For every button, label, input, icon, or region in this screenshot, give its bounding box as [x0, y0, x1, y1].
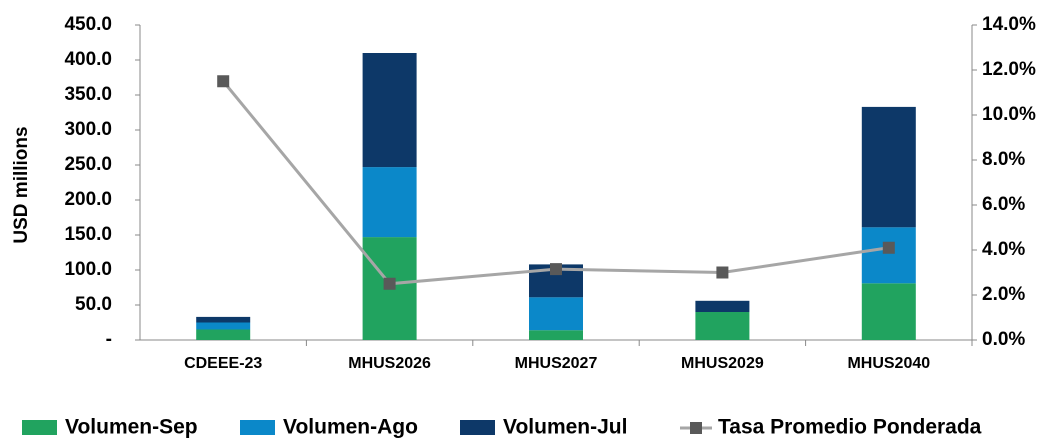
bar: [695, 300, 750, 312]
legend-label: Volumen-Jul: [503, 416, 627, 439]
y-tick-label: 50.0: [75, 294, 112, 315]
bar: [861, 106, 916, 228]
y-tick-label: 150.0: [64, 224, 112, 245]
legend-label: Tasa Promedio Ponderada: [718, 416, 982, 439]
x-tick-label: MHUS2027: [515, 355, 598, 372]
y-tick-label: 300.0: [64, 119, 112, 140]
legend-swatch: [22, 420, 57, 435]
legend-swatch: [690, 422, 702, 434]
bar: [196, 329, 251, 340]
y2-tick-label: 2.0%: [982, 284, 1025, 305]
x-tick-label: MHUS2029: [681, 355, 764, 372]
y-tick-label: -: [106, 329, 112, 350]
bar: [861, 283, 916, 340]
legend-swatch: [240, 420, 275, 435]
bar: [529, 297, 583, 331]
line-marker: [550, 263, 562, 276]
legend-label: Volumen-Sep: [65, 416, 198, 439]
bar: [861, 227, 916, 284]
line-marker: [716, 266, 729, 279]
x-tick-label: MHUS2026: [348, 355, 431, 372]
y2-tick-label: 4.0%: [982, 239, 1025, 260]
y-axis-title: USD millions: [11, 126, 32, 243]
y2-tick-label: 10.0%: [982, 104, 1036, 125]
y2-tick-label: 0.0%: [982, 329, 1025, 350]
x-tick-label: MHUS2040: [847, 355, 930, 372]
bar: [196, 316, 251, 323]
y-tick-label: 100.0: [64, 259, 112, 280]
line-marker: [882, 241, 895, 254]
line: [222, 80, 890, 286]
y-tick-label: 350.0: [64, 84, 112, 105]
y-tick-label: 450.0: [64, 14, 112, 35]
bar: [362, 167, 417, 238]
line-marker: [383, 277, 396, 290]
y2-tick-label: 14.0%: [982, 14, 1036, 35]
bar: [362, 53, 417, 168]
y-tick-label: 200.0: [64, 189, 112, 210]
legend-label: Volumen-Ago: [283, 416, 418, 439]
y2-tick-label: 12.0%: [982, 59, 1036, 80]
y-tick-label: 400.0: [64, 49, 112, 70]
x-tick-label: CDEEE-23: [184, 355, 262, 372]
y2-tick-label: 6.0%: [982, 194, 1025, 215]
y2-tick-label: 8.0%: [982, 149, 1025, 170]
bar: [196, 322, 251, 330]
bar: [529, 330, 583, 340]
legend-swatch: [460, 420, 495, 435]
bar: [695, 312, 750, 340]
line-marker: [217, 75, 230, 88]
y-tick-label: 250.0: [64, 154, 112, 175]
